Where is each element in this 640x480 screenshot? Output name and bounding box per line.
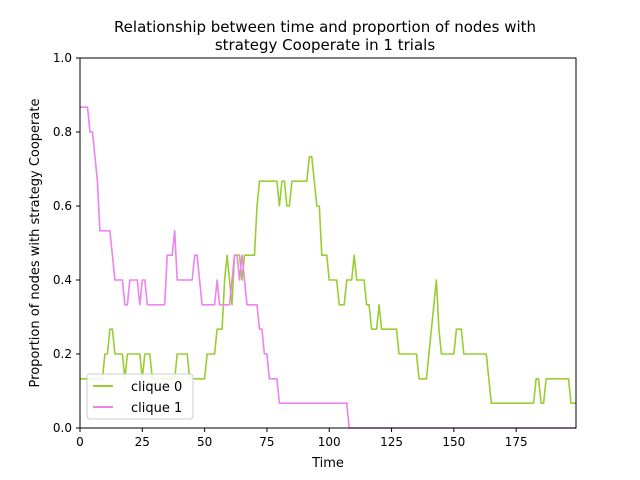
x-tick-label: 50 [197, 435, 212, 449]
y-tick-label: 1.0 [53, 51, 72, 65]
y-tick-label: 0.0 [53, 421, 72, 435]
x-tick-label: 150 [442, 435, 465, 449]
legend: clique 0 clique 1 [86, 373, 194, 420]
plot-area [80, 58, 576, 428]
chart-title-line-2: strategy Cooperate in 1 trials [215, 36, 435, 54]
x-tick-label: 25 [135, 435, 150, 449]
x-tick-label: 175 [505, 435, 528, 449]
x-tick-label: 100 [318, 435, 341, 449]
legend-label-clique-0: clique 0 [131, 380, 182, 395]
x-tick-label: 75 [259, 435, 274, 449]
plot-frame [79, 57, 577, 429]
y-tick-label: 0.2 [53, 347, 72, 361]
series-line-clique-1 [80, 106, 576, 429]
y-tick-label: 0.6 [53, 199, 72, 213]
axes: 0 25 50 75 100 125 150 175 0.0 0.2 0.4 0.6 0.8 1.0 [53, 51, 577, 449]
x-tick-label: 0 [76, 435, 84, 449]
y-axis-label: Proportion of nodes with strategy Cooper… [28, 99, 43, 388]
legend-frame [86, 373, 194, 420]
x-tick-label: 125 [380, 435, 403, 449]
y-tick-label: 0.8 [53, 125, 72, 139]
x-axis-label: Time [311, 456, 344, 471]
y-tick-label: 0.4 [53, 273, 72, 287]
legend-label-clique-1: clique 1 [131, 401, 182, 416]
chart-title-line-1: Relationship between time and proportion… [114, 18, 536, 36]
